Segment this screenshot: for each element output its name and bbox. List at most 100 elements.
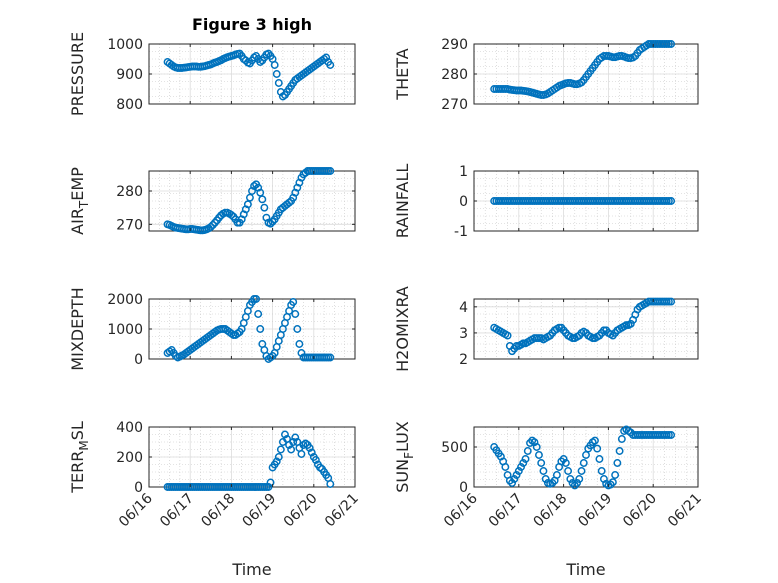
data-point — [281, 430, 289, 439]
y-axis-label: MIXDEPTH — [68, 287, 87, 370]
axes-box — [473, 298, 699, 360]
data-point — [297, 450, 306, 458]
y-tick-label: 500 — [441, 440, 468, 456]
data-point — [274, 79, 283, 87]
data-point — [537, 459, 546, 467]
data-point — [252, 295, 261, 303]
data-point — [264, 483, 273, 491]
y-tick-label: 400 — [116, 420, 143, 436]
data-point — [573, 479, 581, 487]
x-tick-label: 06/18 — [531, 491, 571, 531]
data-point — [517, 463, 525, 471]
data-point — [285, 198, 294, 207]
data-point — [243, 200, 252, 209]
data-point — [532, 443, 541, 451]
y-axis-label: PRESSURE — [68, 32, 87, 116]
data-point — [597, 467, 606, 475]
data-point — [539, 467, 548, 475]
axes-box — [148, 170, 356, 232]
y-tick-label: 0 — [134, 480, 143, 496]
data-point — [611, 471, 620, 479]
x-axis-label: Time — [565, 560, 605, 579]
data-point — [559, 455, 568, 463]
subplot-6: 2 3 4 H2OMIXRA — [393, 286, 699, 372]
data-point — [577, 467, 586, 475]
y-axis-label: H2OMIXRA — [393, 286, 412, 372]
data-point — [272, 457, 281, 466]
data-point — [266, 219, 275, 228]
data-point — [295, 340, 304, 348]
data-point — [270, 61, 279, 69]
chart-title: Figure 3 high — [192, 15, 312, 34]
subplot-2: 270 280 290 THETA — [393, 37, 699, 113]
data-point — [206, 223, 215, 231]
data-point — [289, 298, 298, 306]
y-tick-label: 1 — [459, 164, 468, 180]
x-tick-label: 06/16 — [116, 490, 156, 530]
data-point — [521, 455, 530, 463]
x-tick-label: 06/19 — [240, 491, 280, 531]
y-tick-label: 3 — [459, 326, 468, 342]
data-point — [615, 447, 624, 455]
data-point — [595, 455, 604, 463]
data-point — [508, 479, 517, 487]
data-point — [613, 459, 622, 467]
data-point — [535, 451, 543, 459]
data-point — [289, 438, 298, 446]
data-point — [541, 475, 550, 483]
data-point — [591, 436, 599, 445]
x-tick-label: 06/20 — [620, 491, 660, 531]
y-tick-label: 4 — [459, 300, 468, 316]
y-tick-label: 900 — [116, 67, 143, 83]
data-point — [326, 61, 335, 69]
data-point — [564, 467, 573, 475]
data-point — [227, 211, 236, 219]
data-point — [322, 53, 331, 62]
x-tick-label: 06/19 — [575, 491, 615, 531]
subplot-3: 270 280 AIRTEMP — [68, 167, 356, 235]
data-point — [305, 444, 314, 452]
x-tick-label: 06/17 — [486, 491, 526, 531]
y-axis-label: AIRTEMP — [68, 167, 91, 235]
data-point — [276, 445, 285, 454]
y-axis-label: SUNFLUX — [393, 421, 416, 493]
x-tick-label: 06/21 — [322, 491, 362, 531]
data-point — [667, 431, 676, 439]
x-tick-label: 06/17 — [157, 491, 197, 531]
y-axis-label: THETA — [393, 48, 412, 100]
data-point — [254, 310, 263, 318]
y-tick-label: 280 — [441, 67, 468, 83]
data-point — [272, 70, 281, 78]
data-point — [552, 471, 561, 479]
data-point — [566, 475, 575, 483]
data-point — [667, 197, 676, 205]
y-tick-label: 270 — [116, 217, 143, 233]
data-point — [561, 459, 570, 467]
x-tick-label: 06/20 — [281, 491, 321, 531]
x-axis-label: Time — [231, 560, 271, 579]
data-point — [266, 478, 275, 487]
data-point — [291, 433, 300, 442]
data-point — [245, 193, 254, 202]
data-point — [256, 325, 265, 333]
subplot-1: 800 900 1000 PRESSURE Figure 3 high — [68, 15, 356, 116]
data-point — [593, 444, 602, 453]
data-point — [258, 195, 267, 204]
y-tick-label: -1 — [454, 224, 468, 240]
subplot-4: -1 0 1 RAINFALL — [393, 164, 699, 240]
data-point — [667, 40, 676, 48]
y-tick-label: 2000 — [107, 292, 143, 308]
data-point — [326, 480, 335, 488]
data-point — [501, 463, 510, 471]
data-point — [293, 325, 302, 333]
y-tick-label: 270 — [441, 97, 468, 113]
data-point — [514, 467, 523, 475]
data-point — [250, 182, 259, 190]
data-point — [260, 203, 269, 212]
subplot-7: 0 200 400 06/16 06/17 06/18 06/19 06/20 06/21 Tim… — [68, 420, 362, 579]
data-point — [626, 319, 635, 328]
y-tick-label: 1000 — [107, 37, 143, 53]
data-point — [510, 475, 519, 483]
x-tick-label: 06/18 — [198, 491, 238, 531]
